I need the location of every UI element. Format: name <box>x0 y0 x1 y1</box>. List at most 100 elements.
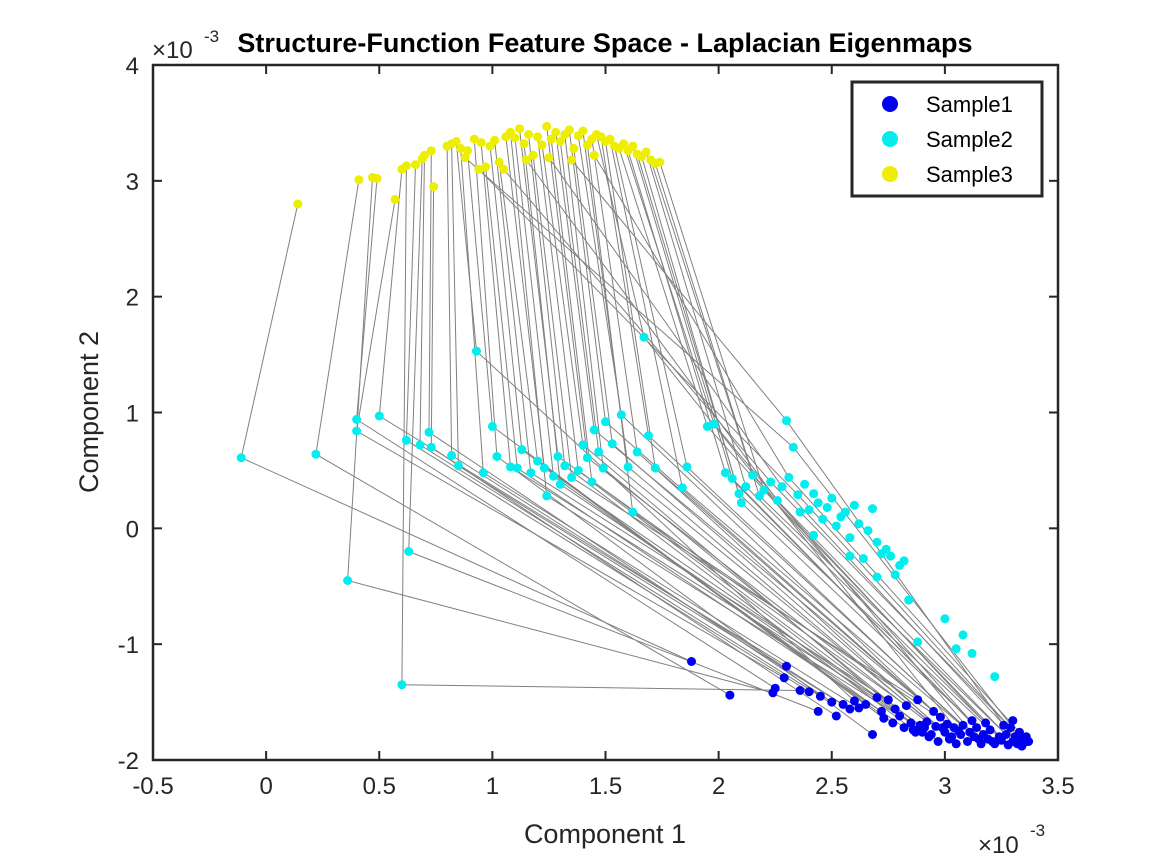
data-point-sample1 <box>913 695 923 705</box>
data-point-sample2 <box>343 576 353 585</box>
data-point-sample1 <box>947 732 957 742</box>
data-point-sample2 <box>415 440 425 450</box>
data-point-sample2 <box>582 453 592 463</box>
y-exponent-power: -3 <box>204 27 219 46</box>
data-point-sample1 <box>1006 723 1015 733</box>
data-point-sample1 <box>815 691 825 701</box>
data-point-sample3 <box>494 157 504 167</box>
data-point-sample1 <box>725 690 735 700</box>
data-point-sample1 <box>951 739 961 749</box>
data-point-sample3 <box>469 134 479 144</box>
legend-entry-sample3: Sample3 <box>926 162 1013 187</box>
data-point-sample3 <box>619 139 629 149</box>
data-point-sample1 <box>931 721 941 731</box>
data-point-sample2 <box>872 572 882 582</box>
x-tick-label: -0.5 <box>132 773 173 800</box>
data-point-sample2 <box>487 421 497 431</box>
data-point-sample1 <box>1015 727 1024 737</box>
data-point-sample1 <box>985 725 995 735</box>
x-exponent-power: -3 <box>1030 821 1045 840</box>
data-point-sample2 <box>374 411 384 421</box>
data-point-sample1 <box>954 726 963 736</box>
data-point-sample3 <box>411 160 420 170</box>
data-point-sample3 <box>463 146 472 156</box>
data-point-sample1 <box>895 711 905 721</box>
data-point-sample1 <box>868 730 877 739</box>
y-tick-label: 2 <box>126 285 139 312</box>
data-point-sample3 <box>546 134 556 144</box>
data-point-sample2 <box>555 479 565 489</box>
data-point-sample3 <box>401 161 411 171</box>
data-point-sample2 <box>682 462 692 472</box>
data-point-sample3 <box>555 137 565 146</box>
data-point-sample1 <box>926 730 936 739</box>
y-tick-label: 1 <box>126 401 139 428</box>
data-point-sample1 <box>883 695 893 705</box>
data-point-sample2 <box>951 644 961 654</box>
data-point-sample2 <box>793 490 803 500</box>
y-tick-label: -2 <box>118 748 139 775</box>
legend-marker-sample1 <box>882 96 898 112</box>
data-point-sample3 <box>578 126 588 136</box>
data-point-sample2 <box>827 493 837 503</box>
series-sample2 <box>236 332 1000 690</box>
data-point-sample1 <box>935 712 945 722</box>
data-point-sample3 <box>521 155 531 165</box>
data-point-sample2 <box>813 498 823 508</box>
data-point-sample3 <box>460 153 470 163</box>
data-point-sample1 <box>938 723 948 733</box>
data-point-sample1 <box>967 716 977 726</box>
data-point-sample2 <box>426 442 436 452</box>
x-axis-label: Component 1 <box>524 819 686 849</box>
data-point-sample2 <box>748 470 758 480</box>
data-point-sample2 <box>587 477 597 487</box>
data-point-sample2 <box>890 570 900 580</box>
data-point-sample2 <box>397 680 407 690</box>
data-point-sample1 <box>1008 716 1018 726</box>
data-point-sample2 <box>840 507 850 517</box>
y-exponent-base: ×10 <box>152 37 193 64</box>
data-point-sample1 <box>890 704 900 714</box>
data-point-sample1 <box>779 673 789 683</box>
y-axis-label: Component 2 <box>74 331 104 493</box>
data-point-sample1 <box>804 687 814 697</box>
data-point-sample3 <box>515 124 524 134</box>
legend: Sample1 Sample2 Sample3 <box>850 80 1044 198</box>
data-point-sample2 <box>632 447 642 457</box>
data-point-sample3 <box>589 150 599 160</box>
data-point-sample2 <box>616 410 626 420</box>
data-point-sample1 <box>813 706 823 716</box>
data-point-sample3 <box>426 146 436 156</box>
data-point-sample3 <box>528 150 538 160</box>
data-point-sample3 <box>354 175 364 185</box>
data-point-sample2 <box>506 462 515 472</box>
data-point-sample1 <box>872 693 882 702</box>
data-point-sample2 <box>492 452 502 461</box>
data-point-sample2 <box>822 503 832 512</box>
data-point-sample1 <box>845 704 855 714</box>
data-point-sample2 <box>424 427 434 437</box>
data-point-sample3 <box>605 134 615 144</box>
tick-labels: -0.5 0 0.5 1 1.5 2 2.5 3 3.5 -2 -1 0 1 2 3 4 <box>118 53 1075 800</box>
data-point-sample2 <box>784 472 794 482</box>
data-point-sample2 <box>766 477 776 487</box>
data-point-sample3 <box>542 121 552 131</box>
data-point-sample2 <box>899 556 909 566</box>
data-point-sample3 <box>537 140 547 150</box>
data-point-sample3 <box>372 174 382 183</box>
data-point-sample2 <box>533 456 543 466</box>
data-point-sample2 <box>940 614 950 624</box>
data-point-sample2 <box>809 489 819 499</box>
data-point-sample3 <box>429 182 439 192</box>
data-point-sample1 <box>911 727 920 737</box>
data-point-sample1 <box>906 718 916 728</box>
data-point-sample2 <box>517 445 527 455</box>
series-sample3 <box>293 121 665 209</box>
data-point-sample3 <box>451 137 461 146</box>
data-point-sample2 <box>788 442 798 452</box>
data-point-sample2 <box>741 482 751 492</box>
data-point-sample3 <box>390 194 400 204</box>
data-point-sample2 <box>644 431 653 441</box>
data-point-sample1 <box>879 713 889 723</box>
